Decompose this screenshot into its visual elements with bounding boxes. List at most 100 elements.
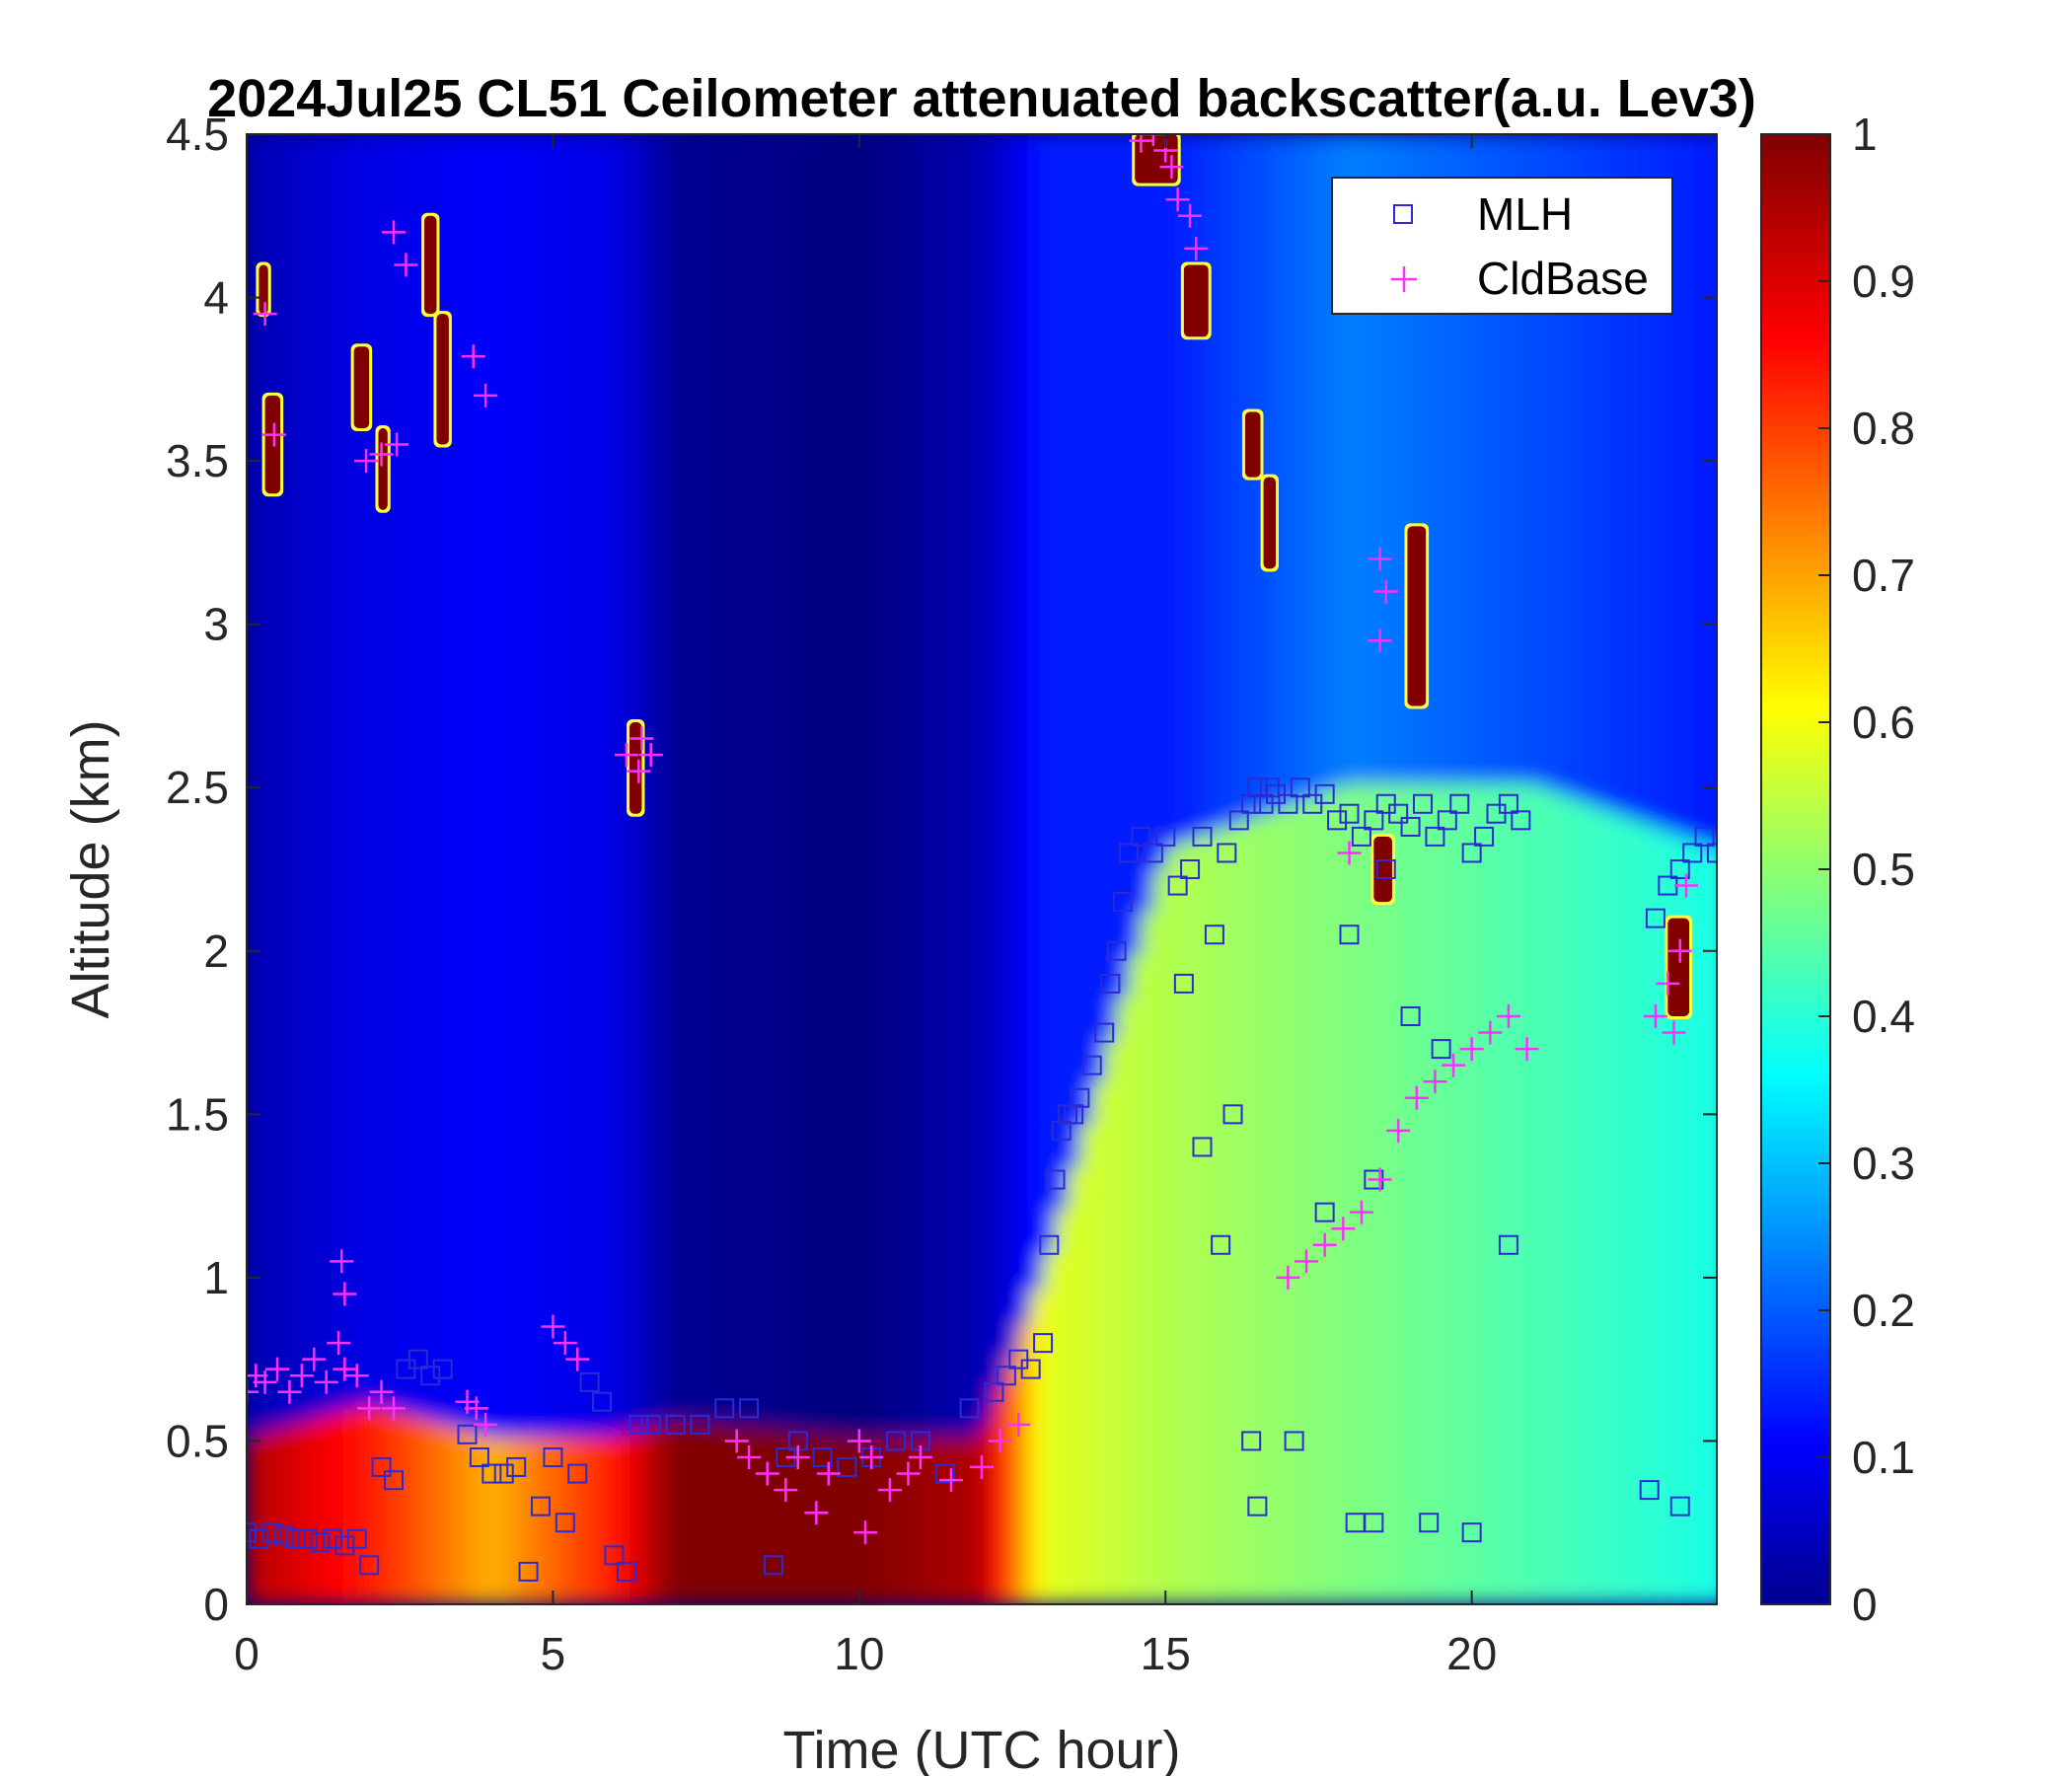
field-aloft-column xyxy=(982,134,996,1425)
cldbase-point xyxy=(1368,1167,1392,1192)
field-aloft-column xyxy=(1226,134,1240,830)
field-aloft-column xyxy=(1091,134,1106,1087)
field-boundary-column xyxy=(369,1405,383,1604)
cldbase-point xyxy=(1404,1085,1429,1110)
field-boundary-column xyxy=(259,1432,272,1604)
field-boundary-column xyxy=(1373,783,1387,1604)
field-boundary-column xyxy=(1593,807,1608,1604)
cldbase-point xyxy=(1442,1053,1466,1077)
cloud-patch-core xyxy=(1183,264,1209,337)
field-aloft-column xyxy=(283,134,297,1430)
field-aloft-column xyxy=(883,134,898,1442)
field-boundary-column xyxy=(1667,833,1681,1604)
mlh-point xyxy=(420,1366,441,1386)
mlh-point xyxy=(1431,1039,1451,1060)
field-aloft-column xyxy=(467,134,481,1437)
field-aloft-column xyxy=(356,134,371,1410)
mlh-point xyxy=(604,1545,625,1566)
cldbase-point xyxy=(261,422,286,447)
cldbase-point xyxy=(385,432,409,457)
field-aloft-column xyxy=(773,134,787,1435)
field-boundary-column xyxy=(675,1421,689,1604)
mlh-point xyxy=(1645,908,1665,928)
cldbase-point xyxy=(614,743,638,768)
cldbase-point xyxy=(1295,1249,1319,1274)
mlh-point xyxy=(1419,1513,1440,1533)
field-boundary-column xyxy=(602,1437,616,1604)
field-boundary-column xyxy=(1152,869,1167,1604)
mlh-point xyxy=(1106,940,1127,961)
cldbase-point xyxy=(464,1396,488,1421)
field-boundary-column xyxy=(1582,803,1595,1604)
mlh-point xyxy=(359,1555,380,1576)
field-boundary-column xyxy=(1423,783,1437,1604)
mlh-point xyxy=(1339,925,1360,945)
cldbase-point xyxy=(1368,547,1392,571)
cldbase-point xyxy=(859,1445,884,1469)
cldbase-point xyxy=(461,344,485,369)
mlh-point xyxy=(481,1463,502,1484)
field-boundary-column xyxy=(1214,829,1228,1604)
cloud-patch-core xyxy=(1244,411,1261,478)
cldbase-point xyxy=(1129,134,1153,153)
cloud-patch-core xyxy=(1373,836,1392,903)
field-aloft-column xyxy=(1079,134,1093,1130)
field-boundary-column xyxy=(1202,833,1216,1604)
field-boundary-column xyxy=(638,1429,652,1604)
field-boundary-column xyxy=(994,1387,1007,1604)
field-boundary-column xyxy=(847,1436,860,1604)
cldbase-point xyxy=(277,1379,302,1404)
field-boundary-column xyxy=(491,1437,505,1604)
field-aloft-column xyxy=(1116,134,1130,1002)
cldbase-point xyxy=(1643,1004,1667,1028)
cldbase-point xyxy=(627,759,651,783)
field-boundary-column xyxy=(1337,785,1351,1604)
field-boundary-column xyxy=(320,1415,333,1604)
mlh-point xyxy=(1155,826,1176,847)
cldbase-point xyxy=(1673,873,1698,898)
y-tick-label: 1 xyxy=(203,1252,229,1303)
cldbase-point xyxy=(265,1357,290,1381)
field-aloft-column xyxy=(528,134,542,1442)
x-axis-label: Time (UTC hour) xyxy=(782,1721,1180,1776)
cldbase-point xyxy=(724,1429,749,1453)
mlh-point xyxy=(984,1381,1004,1402)
field-boundary-column xyxy=(1446,783,1461,1604)
legend-cldbase-marker xyxy=(1391,266,1417,292)
field-aloft-column xyxy=(503,134,518,1442)
plot-area xyxy=(247,134,1717,1604)
cldbase-point xyxy=(737,1445,762,1469)
x-tick-label: 5 xyxy=(541,1628,566,1679)
cldbase-point xyxy=(333,1282,357,1306)
mlh-point xyxy=(1425,826,1445,847)
field-boundary-column xyxy=(871,1437,885,1604)
field-boundary-column xyxy=(455,1429,469,1604)
cldbase-point xyxy=(1459,1037,1484,1062)
legend: MLH CldBase xyxy=(1331,177,1673,315)
mlh-point xyxy=(1020,1359,1041,1379)
mlh-point xyxy=(1192,826,1213,847)
field-boundary-column xyxy=(1129,955,1143,1604)
field-boundary-column xyxy=(896,1437,910,1604)
field-aloft-column xyxy=(1704,134,1717,851)
mlh-point xyxy=(1461,1522,1482,1543)
y-tick-label: 2 xyxy=(203,925,229,977)
mlh-point xyxy=(1222,1104,1243,1125)
cldbase-point xyxy=(394,253,418,277)
field-boundary-column xyxy=(1018,1322,1032,1604)
mlh-point xyxy=(1707,843,1717,863)
cldbase-point xyxy=(474,383,498,407)
field-boundary-column xyxy=(908,1437,922,1604)
field-aloft-column xyxy=(602,134,616,1442)
mlh-point xyxy=(1682,843,1703,863)
mlh-point xyxy=(1051,1120,1072,1141)
mlh-point xyxy=(592,1391,613,1412)
cldbase-point xyxy=(382,1396,406,1421)
field-aloft-column xyxy=(896,134,910,1442)
cldbase-point xyxy=(357,1396,382,1421)
mlh-point xyxy=(1180,859,1201,879)
field-aloft-column xyxy=(308,134,322,1424)
field-aloft-column xyxy=(381,134,395,1414)
field-boundary-column xyxy=(1043,1252,1057,1604)
field-boundary-column xyxy=(381,1409,395,1604)
